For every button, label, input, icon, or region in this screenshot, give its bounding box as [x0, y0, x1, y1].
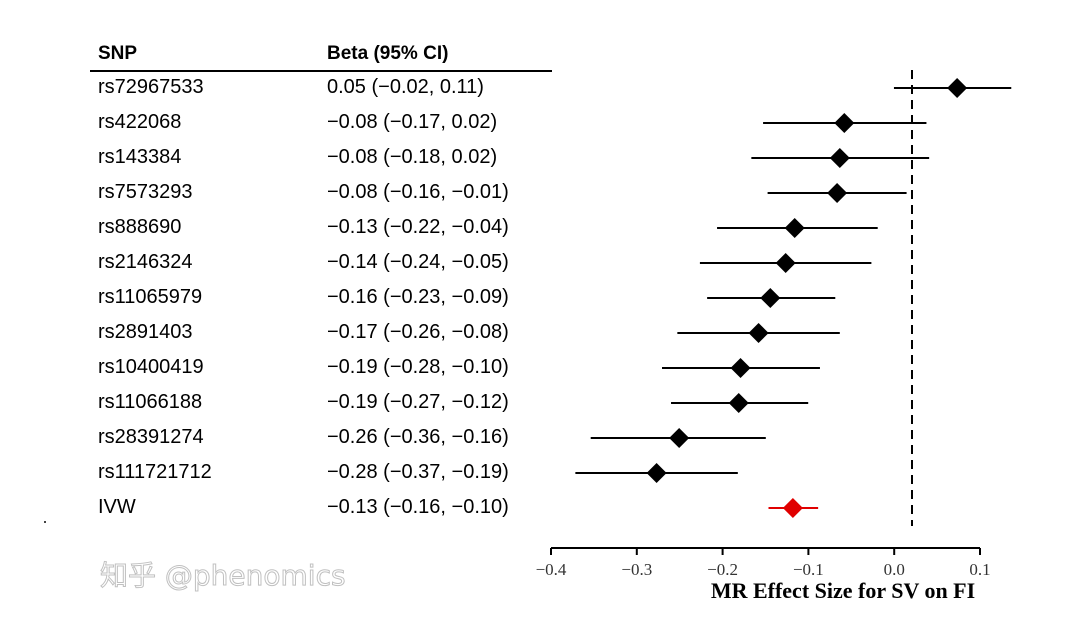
- point-estimate: [748, 323, 769, 343]
- beta-ci-label: −0.28 (−0.37, −0.19): [327, 461, 509, 483]
- point-estimate: [728, 393, 749, 413]
- header-divider: [90, 70, 552, 72]
- x-tick-label: −0.2: [707, 560, 738, 579]
- x-tick-label: 0.1: [969, 560, 990, 579]
- snp-label: rs28391274: [98, 426, 204, 448]
- snp-label: rs422068: [98, 111, 182, 133]
- point-estimate: [947, 78, 968, 98]
- x-tick-label: −0.3: [621, 560, 652, 579]
- header-snp: SNP: [98, 43, 138, 64]
- snp-label: rs888690: [98, 216, 182, 238]
- watermark: 知乎 @phenomics: [100, 559, 346, 592]
- snp-label: rs10400419: [98, 356, 204, 378]
- snp-label: rs143384: [98, 146, 182, 168]
- snp-label: IVW: [98, 496, 136, 518]
- point-estimate: [829, 148, 850, 168]
- point-estimate: [775, 253, 796, 273]
- x-tick-label: 0.0: [884, 560, 905, 579]
- snp-label: rs2891403: [98, 321, 193, 343]
- beta-ci-label: −0.19 (−0.27, −0.12): [327, 391, 509, 413]
- x-axis-label: MR Effect Size for SV on FI: [711, 578, 975, 603]
- point-estimate: [827, 183, 848, 203]
- beta-ci-label: −0.17 (−0.26, −0.08): [327, 321, 509, 343]
- point-estimate: [760, 288, 781, 308]
- point-estimate: [730, 358, 751, 378]
- snp-label: rs7573293: [98, 181, 193, 203]
- beta-ci-label: −0.08 (−0.17, 0.02): [327, 111, 498, 133]
- beta-ci-label: −0.16 (−0.23, −0.09): [327, 286, 509, 308]
- summary-diamond: [782, 498, 803, 518]
- snp-label: rs2146324: [98, 251, 193, 273]
- beta-ci-label: −0.08 (−0.18, 0.02): [327, 146, 498, 168]
- point-estimate: [784, 218, 805, 238]
- point-estimate: [834, 113, 855, 133]
- beta-ci-label: −0.14 (−0.24, −0.05): [327, 251, 509, 273]
- x-tick-label: −0.4: [536, 560, 567, 579]
- beta-ci-label: −0.08 (−0.16, −0.01): [327, 181, 509, 203]
- stray-dot: [44, 521, 46, 523]
- beta-ci-label: −0.13 (−0.22, −0.04): [327, 216, 509, 238]
- snp-label: rs111721712: [98, 461, 212, 483]
- point-estimate: [646, 463, 667, 483]
- x-tick-label: −0.1: [793, 560, 824, 579]
- snp-label: rs11065979: [98, 286, 203, 308]
- beta-ci-label: −0.13 (−0.16, −0.10): [327, 496, 509, 518]
- snp-label: rs11066188: [98, 391, 203, 413]
- beta-ci-label: 0.05 (−0.02, 0.11): [327, 76, 484, 98]
- header-beta: Beta (95% CI): [327, 43, 449, 64]
- beta-ci-label: −0.19 (−0.28, −0.10): [327, 356, 509, 378]
- point-estimate: [669, 428, 690, 448]
- snp-label: rs72967533: [98, 76, 204, 98]
- beta-ci-label: −0.26 (−0.36, −0.16): [327, 426, 509, 448]
